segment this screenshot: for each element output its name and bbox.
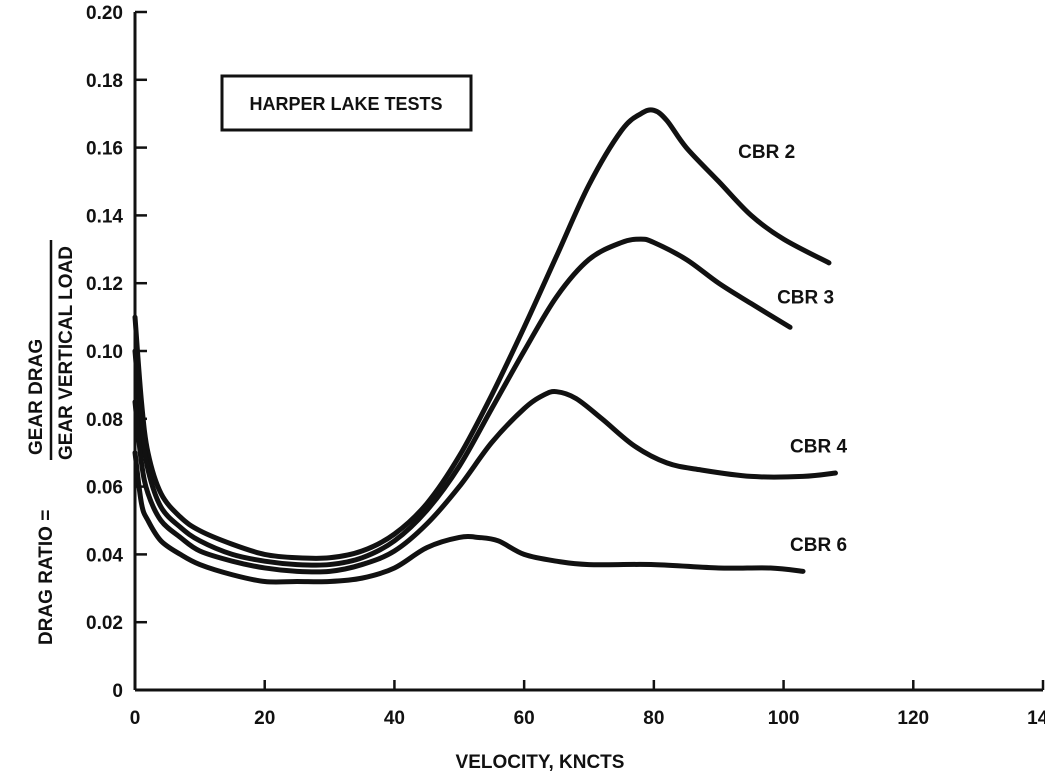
x-tick-label: 120 [897,708,929,729]
x-tick-label: 0 [130,708,141,729]
series-label-cbr-3: CBR 3 [777,288,834,309]
x-tick-label: 40 [384,708,405,729]
y-tick-label: 0.18 [86,71,123,92]
y-axis-title-denominator: GEAR VERTICAL LOAD [56,246,77,460]
annotation-box [220,74,473,132]
series-layer: CBR 2 CBR 3 CBR 4 CBR 6 [132,107,847,585]
y-tick-label: 0.06 [86,478,123,499]
series-line-cbr-6 [132,450,806,585]
y-tick-label: 0.10 [86,342,123,363]
series-line-cbr-4 [132,389,838,575]
series-line-cbr-2 [132,107,832,561]
series-label-cbr-2: CBR 2 [738,142,795,163]
y-tick-label: 0.14 [86,206,123,227]
y-tick-label: 0 [112,681,123,702]
y-axis-title-prefix: DRAG RATIO = [36,510,57,645]
y-axis-ticks: 0 0.02 0.04 0.06 0.08 0.10 0.12 0.14 0.16 0.18 0.2… [86,3,147,702]
y-axis-title-numerator: GEAR DRAG [26,339,47,455]
x-tick-label: 100 [768,708,800,729]
series-label-cbr-4: CBR 4 [790,437,847,458]
annotation-text: HARPER LAKE TESTS [249,94,442,114]
x-tick-label: 80 [643,708,664,729]
series-line-cbr-3 [132,236,793,568]
y-tick-label: 0.02 [86,613,123,634]
x-tick-label: 20 [254,708,275,729]
y-tick-label: 0.08 [86,410,123,431]
x-axis-ticks: 0 20 40 60 80 100 120 140 [130,680,1045,729]
y-axis-title: DRAG RATIO = GEAR DRAG GEAR VERTICAL LOA… [26,240,77,645]
y-tick-label: 0.04 [86,545,123,566]
y-tick-label: 0.12 [86,274,123,295]
x-tick-label: 60 [514,708,535,729]
y-tick-label: 0.20 [86,3,123,24]
y-tick-label: 0.16 [86,139,123,160]
x-tick-label: 140 [1027,708,1045,729]
x-axis-title: VELOCITY, KNCTS [456,752,625,773]
series-label-cbr-6: CBR 6 [790,535,847,556]
